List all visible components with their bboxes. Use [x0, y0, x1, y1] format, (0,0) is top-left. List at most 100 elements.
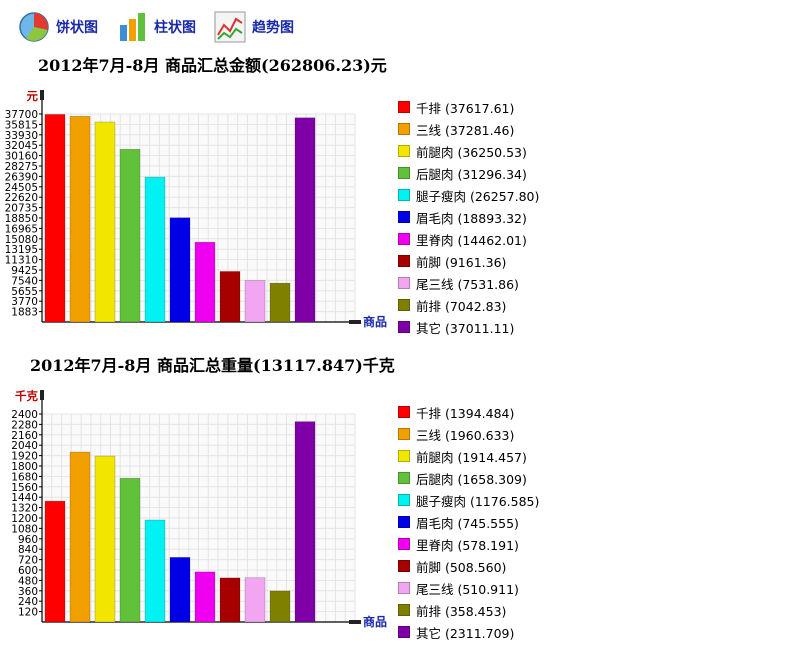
legend-label: 千排 (1394.484) [416, 405, 515, 421]
y-tick-label: 15080 [5, 234, 38, 246]
y-tick-label: 120 [18, 607, 38, 619]
y-tick-label: 32045 [5, 140, 38, 152]
amount-bar-chart: 1883377056557540942511310131951508016965… [5, 89, 387, 329]
legend-label: 眉毛肉 (745.555) [416, 515, 519, 531]
bar-8 [219, 577, 241, 623]
y-tick-label: 16965 [5, 223, 38, 235]
y-tick-label: 20735 [5, 203, 38, 215]
legend-item: 尾三线 (7531.86) [398, 272, 539, 294]
legend-swatch [398, 145, 410, 157]
x-axis-unit-label: 商品 [363, 314, 387, 329]
legend-swatch [398, 626, 410, 638]
legend-swatch [398, 472, 410, 484]
line-chart-link[interactable]: 趋势图 [214, 11, 294, 43]
legend-swatch [398, 189, 410, 201]
legend-swatch [398, 255, 410, 267]
y-tick-label: 1200 [11, 513, 38, 525]
x-axis-unit-label: 商品 [363, 614, 387, 629]
bar-2 [69, 451, 91, 623]
y-tick-label: 2400 [11, 409, 38, 421]
legend-swatch [398, 560, 410, 572]
legend-item: 眉毛肉 (745.555) [398, 511, 539, 533]
y-tick-label: 840 [18, 544, 38, 556]
chart-type-toolbar: 饼状图 柱状图 趋势图 [18, 10, 294, 44]
legend-swatch [398, 167, 410, 179]
legend-swatch [398, 299, 410, 311]
legend-item: 三线 (1960.633) [398, 423, 539, 445]
legend-label: 腿子瘦肉 (1176.585) [416, 493, 540, 509]
pie-chart-icon [19, 12, 49, 42]
y-tick-label: 30160 [5, 151, 38, 163]
legend-item: 眉毛肉 (18893.32) [398, 206, 539, 228]
legend-item: 前排 (358.453) [398, 599, 539, 621]
legend-label: 前排 (358.453) [416, 603, 507, 619]
y-tick-label: 1680 [11, 471, 38, 483]
bar-3 [94, 121, 116, 323]
y-tick-label: 35815 [5, 119, 38, 131]
legend-item: 腿子瘦肉 (1176.585) [398, 489, 539, 511]
legend-item: 里脊肉 (14462.01) [398, 228, 539, 250]
y-axis-arrow [40, 90, 44, 100]
weight-chart-title: 2012年7月-8月 商品汇总重量(13117.847)千克 [30, 356, 395, 375]
bar-1 [44, 500, 66, 623]
legend-item: 前脚 (508.560) [398, 555, 539, 577]
legend-item: 其它 (37011.11) [398, 316, 539, 338]
legend-label: 后腿肉 (1658.309) [416, 471, 527, 487]
bar-9 [244, 280, 266, 323]
bar-chart-link[interactable]: 柱状图 [116, 11, 196, 43]
legend-swatch [398, 277, 410, 289]
legend-item: 前排 (7042.83) [398, 294, 539, 316]
y-axis-unit-label: 千克 [15, 389, 38, 403]
y-tick-label: 2280 [11, 419, 38, 431]
legend-label: 千排 (37617.61) [416, 100, 515, 116]
y-tick-label: 9425 [11, 265, 38, 277]
legend-label: 前腿肉 (1914.457) [416, 449, 527, 465]
legend-swatch [398, 604, 410, 616]
legend-swatch [398, 450, 410, 462]
y-tick-label: 24505 [5, 182, 38, 194]
amount-chart-legend: 千排 (37617.61) 三线 (37281.46) 前腿肉 (36250.53)… [398, 96, 539, 338]
y-tick-label: 240 [18, 596, 38, 608]
bar-5 [144, 519, 166, 623]
y-tick-label: 13195 [5, 244, 38, 256]
y-tick-label: 1440 [11, 492, 38, 504]
legend-label: 尾三线 (510.911) [416, 581, 519, 597]
pie-chart-label: 饼状图 [56, 20, 98, 36]
legend-item: 千排 (37617.61) [398, 96, 539, 118]
legend-item: 后腿肉 (31296.34) [398, 162, 539, 184]
y-tick-label: 28275 [5, 161, 38, 173]
bar-5 [144, 176, 166, 323]
legend-label: 其它 (2311.709) [416, 625, 515, 641]
legend-swatch [398, 516, 410, 528]
y-tick-label: 1920 [11, 451, 38, 463]
bar-1 [44, 114, 66, 323]
y-tick-label: 2160 [11, 430, 38, 442]
legend-swatch [398, 538, 410, 550]
y-tick-label: 22620 [5, 192, 38, 204]
legend-label: 前脚 (508.560) [416, 559, 507, 575]
y-tick-label: 2040 [11, 440, 38, 452]
bar-2 [69, 116, 91, 323]
y-tick-label: 5655 [11, 286, 38, 298]
y-tick-label: 7540 [11, 275, 38, 287]
legend-swatch [398, 233, 410, 245]
y-axis-unit-label: 元 [27, 89, 39, 103]
bar-6 [169, 217, 191, 323]
legend-swatch [398, 406, 410, 418]
y-tick-label: 1800 [11, 461, 38, 473]
legend-label: 里脊肉 (14462.01) [416, 232, 527, 248]
bar-10 [269, 282, 291, 323]
y-tick-label: 1320 [11, 503, 38, 515]
pie-chart-link[interactable]: 饼状图 [18, 11, 98, 43]
y-tick-label: 26390 [5, 171, 38, 183]
x-axis-arrow [349, 320, 361, 324]
legend-label: 里脊肉 (578.191) [416, 537, 519, 553]
legend-label: 前腿肉 (36250.53) [416, 144, 527, 160]
y-tick-label: 480 [18, 575, 38, 587]
legend-swatch [398, 494, 410, 506]
bar-11 [294, 421, 316, 623]
line-chart-label: 趋势图 [252, 20, 294, 36]
bar-6 [169, 557, 191, 623]
y-tick-label: 1883 [11, 307, 38, 319]
bar-7 [194, 571, 216, 623]
